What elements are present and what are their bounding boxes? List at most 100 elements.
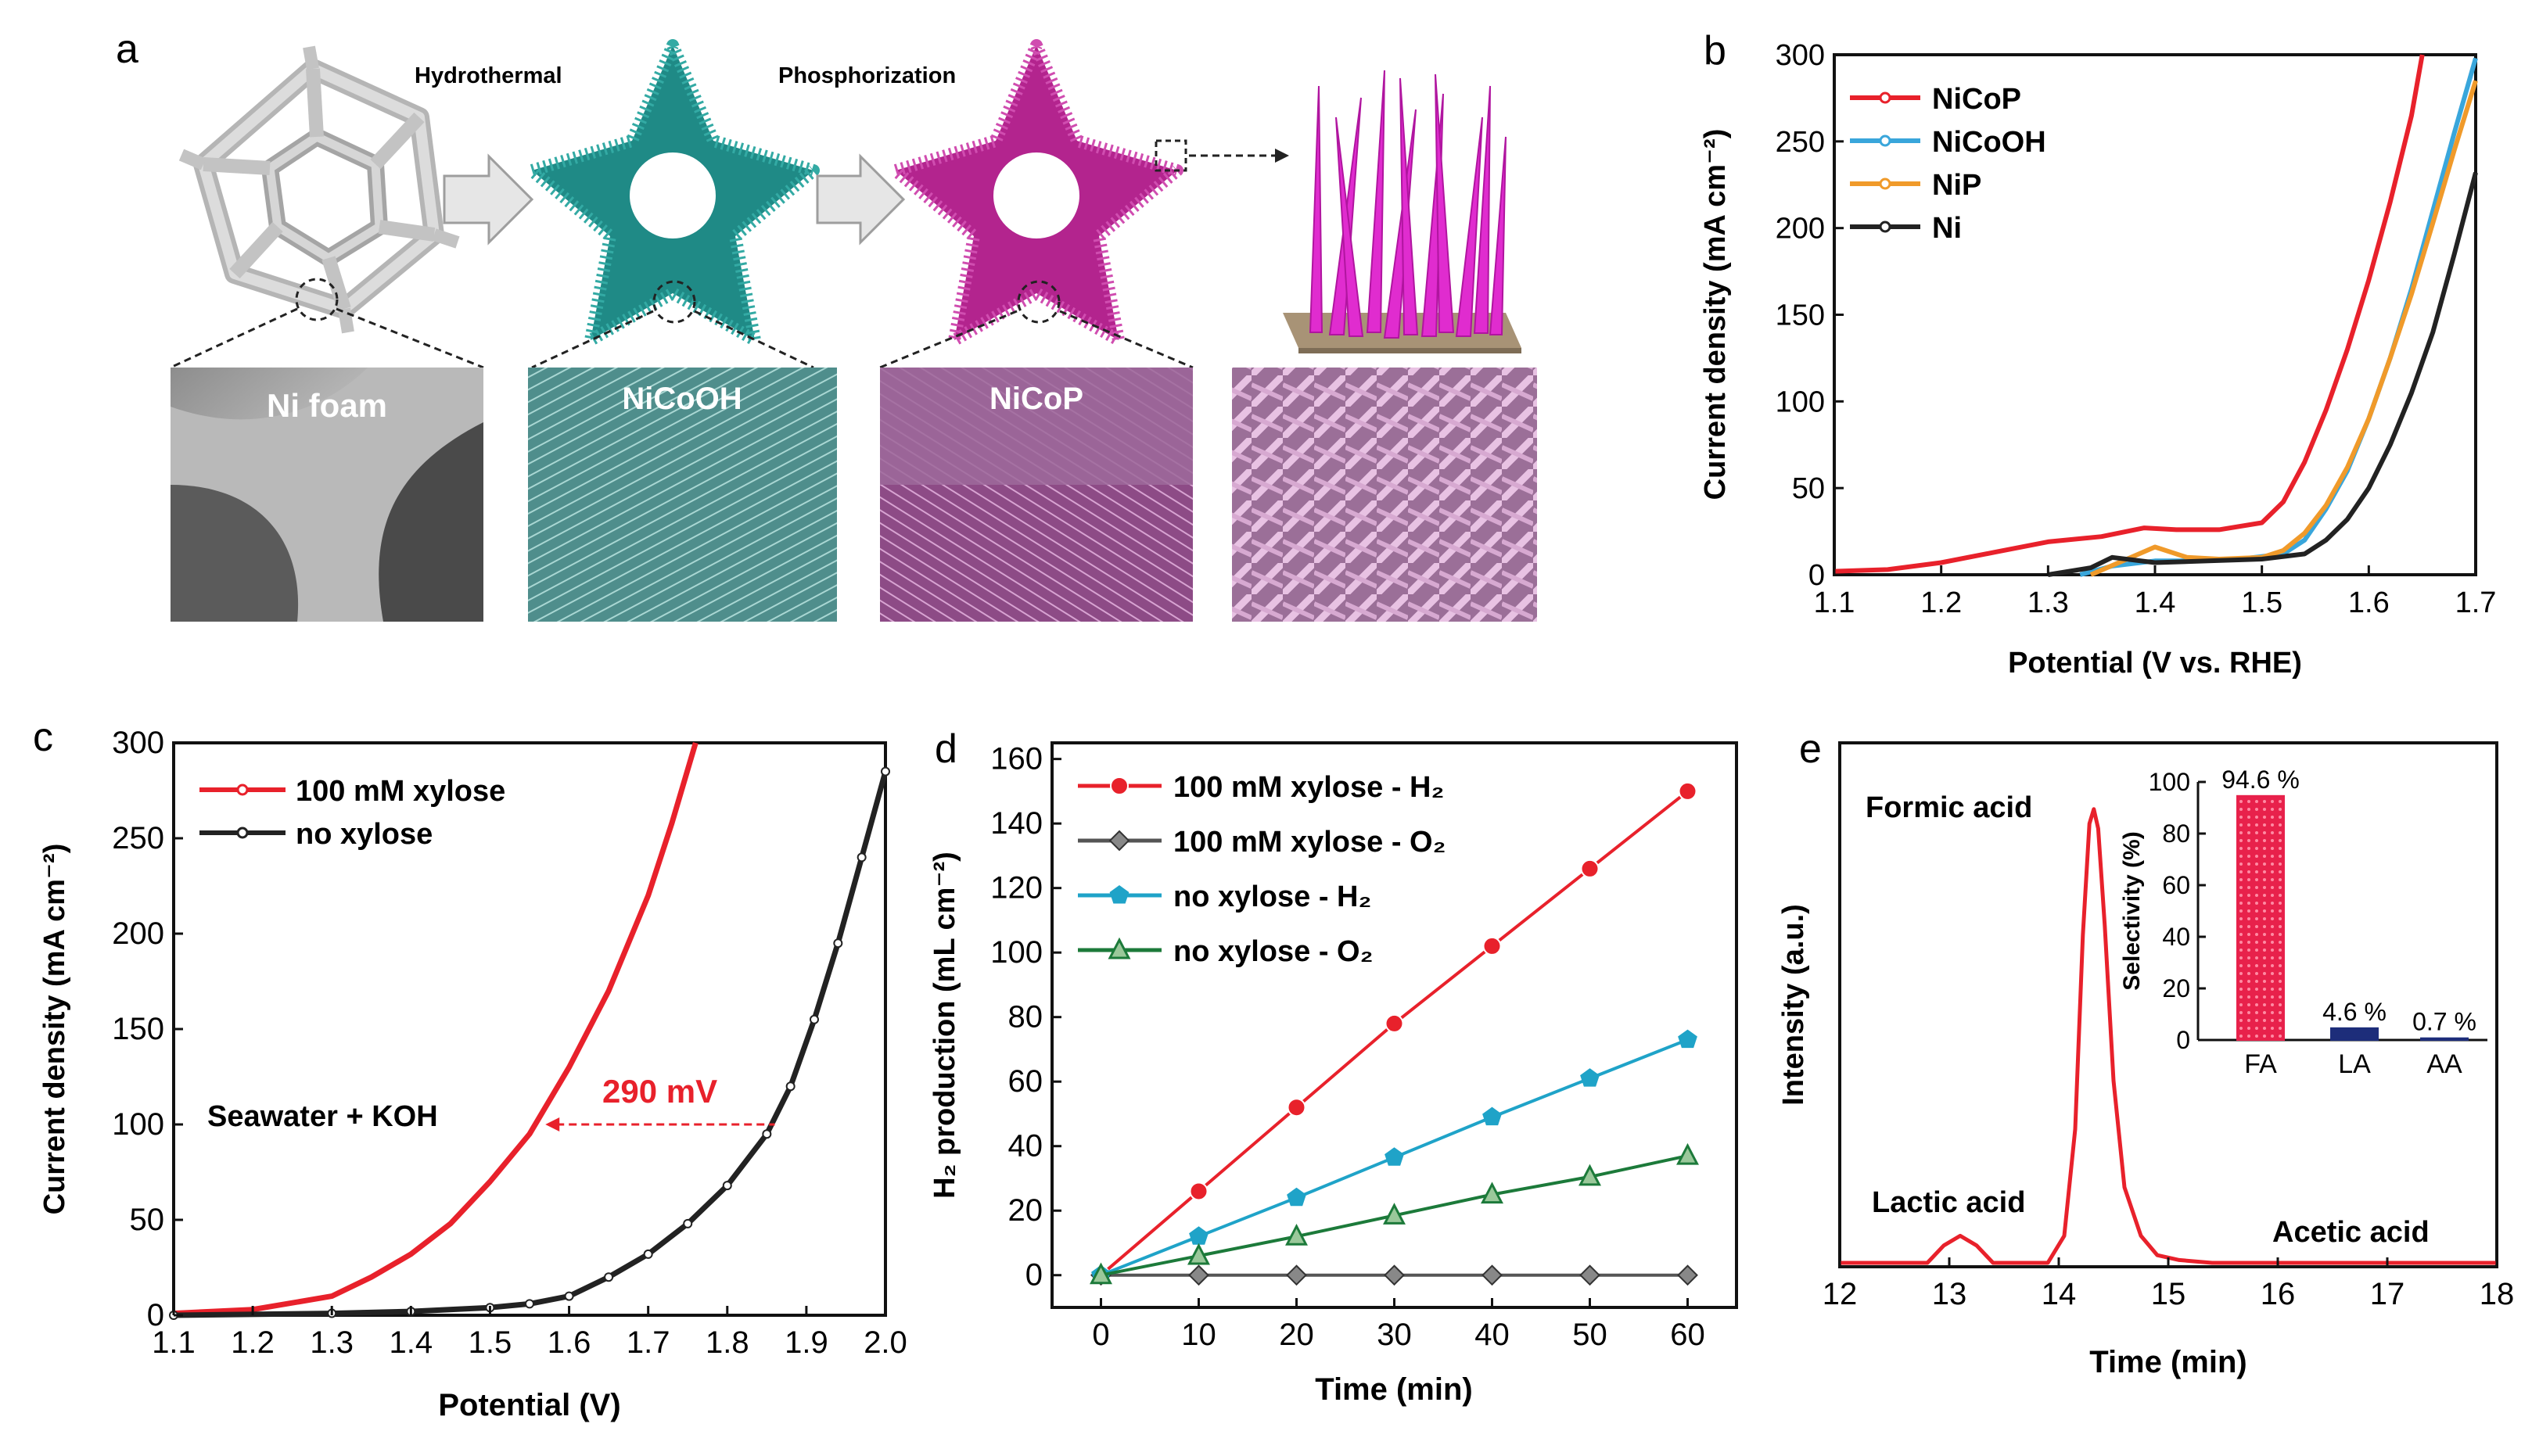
y-tick-label: 150 (112, 1012, 164, 1046)
inset-bar-value-label: 4.6 % (2322, 998, 2387, 1026)
x-tick-label: 1.5 (469, 1325, 512, 1360)
legend-marker (1879, 178, 1891, 190)
legend-marker (1109, 885, 1130, 904)
legend-label: NiP (1932, 169, 1981, 202)
x-axis-label-b: Potential (V vs. RHE) (2008, 647, 2302, 680)
x-axis-label-e: Time (min) (2089, 1345, 2247, 1379)
data-point (1481, 1182, 1503, 1204)
y-tick-label: 300 (112, 726, 164, 760)
zoom-line (170, 307, 298, 369)
y-tick-label: 0 (147, 1298, 164, 1332)
y-tick-label: 100 (1776, 386, 1825, 418)
y-tick-label: 50 (130, 1203, 165, 1237)
x-tick-label: 50 (1572, 1318, 1607, 1352)
peak-label-acetic: Acetic acid (2272, 1216, 2430, 1249)
y-tick-label: 160 (990, 742, 1043, 776)
inset-y-tick-label: 40 (2162, 923, 2190, 951)
panel-c-lsv: c 1.1 1.2 1.3 1.4 1.5 1.6 1.7 1.8 1.9 2.0 0 50 100 1… (33, 715, 907, 1422)
legend-marker (1108, 830, 1130, 852)
data-point (1385, 1147, 1404, 1166)
data-point (643, 1249, 653, 1259)
inset-y-tick-label: 20 (2162, 974, 2190, 1002)
legend-label: no xylose - O₂ (1173, 935, 1374, 968)
data-point (1286, 1264, 1307, 1286)
peak-label-formic: Formic acid (1866, 791, 2032, 824)
data-point (1189, 1182, 1209, 1201)
x-ticks-c: 1.1 1.2 1.3 1.4 1.5 1.6 1.7 1.8 1.9 2.0 (152, 1306, 907, 1360)
data-point (762, 1129, 772, 1139)
panel-a-schematic: a Hydrothermal (116, 27, 1537, 622)
x-ticks-d: 0 10 20 30 40 50 60 (1092, 1298, 1705, 1352)
process-arrow-icon (443, 153, 534, 246)
y-tick-label: 250 (112, 821, 164, 855)
x-tick-label: 1.9 (785, 1325, 828, 1360)
process-arrow-icon (816, 153, 906, 246)
x-tick-label: 1.8 (706, 1325, 749, 1360)
x-tick-label: 0 (1092, 1318, 1109, 1352)
ni-foam-cage-icon (178, 45, 460, 334)
series-line-nicooh (2079, 57, 2478, 577)
x-tick-label: 14 (2042, 1277, 2077, 1311)
annotation-c (545, 1117, 775, 1131)
x-tick-label: 60 (1670, 1318, 1705, 1352)
panel-letter-d: d (935, 726, 957, 772)
legend-marker (1110, 776, 1129, 795)
data-point (564, 1291, 574, 1301)
x-axis-label-d: Time (min) (1315, 1372, 1473, 1407)
phosphorization-label: Phosphorization (778, 63, 956, 88)
data-point (1482, 936, 1502, 956)
inset-bar-value-label: 94.6 % (2221, 766, 2300, 794)
y-tick-label: 250 (1776, 126, 1825, 159)
panel-letter-c: c (33, 715, 53, 760)
sem-image-nicop-zoom (1232, 368, 1537, 622)
sem-image-nicooh: NiCoOH (528, 368, 837, 622)
y-axis-label-b: Current density (mA cm⁻²) (1699, 129, 1732, 500)
annotation-290mv: 290 mV (602, 1073, 717, 1110)
y-tick-label: 40 (1008, 1129, 1043, 1164)
x-tick-label: 1.7 (2455, 586, 2497, 619)
x-tick-label: 17 (2370, 1277, 2405, 1311)
legend-marker (236, 827, 249, 839)
chromatogram-line (1840, 807, 2497, 1265)
zoom-line (1059, 310, 1194, 369)
series-line-nip (2089, 80, 2478, 577)
y-tick-label: 0 (1025, 1258, 1043, 1293)
series-group-c (169, 742, 890, 1320)
x-tick-label: 1.6 (548, 1325, 591, 1360)
legend-marker (236, 784, 249, 796)
data-point (1385, 1013, 1404, 1033)
sem-label-nicooh: NiCoOH (622, 382, 742, 416)
annotation-seawater: Seawater + KOH (207, 1100, 438, 1133)
data-point (1189, 1226, 1209, 1245)
inset-x-tick-label: AA (2426, 1049, 2462, 1079)
x-tick-label: 10 (1181, 1318, 1216, 1352)
inset-y-tick-label: 80 (2162, 819, 2190, 848)
sem-label-nicop: NiCoP (989, 382, 1083, 416)
x-tick-label: 1.1 (152, 1325, 196, 1360)
legend-label: Ni (1932, 212, 1962, 245)
legend-label: 100 mM xylose (296, 775, 505, 808)
series-line-xylose (173, 742, 699, 1317)
legend-label: 100 mM xylose - H₂ (1173, 771, 1444, 804)
data-point (1677, 1264, 1698, 1286)
nicop-foam-hole (993, 152, 1079, 238)
x-ticks-b: 1.1 1.2 1.3 1.4 1.5 1.6 1.7 (1814, 565, 2497, 619)
x-tick-label: 1.1 (1814, 586, 1855, 619)
data-point (833, 938, 843, 949)
inset-bar-value-label: 0.7 % (2412, 1008, 2476, 1036)
data-point (1384, 1264, 1405, 1286)
data-point (1187, 1243, 1210, 1265)
inset-bar-aa (2420, 1037, 2469, 1041)
legend-marker (1879, 91, 1891, 104)
x-axis-label-c: Potential (V) (438, 1388, 620, 1422)
y-tick-label: 300 (1776, 39, 1825, 72)
legend-label: NiCoOH (1932, 126, 2046, 159)
y-tick-label: 200 (1776, 213, 1825, 246)
data-point (1188, 1264, 1209, 1286)
legend-marker (1108, 937, 1131, 959)
panel-letter-a: a (116, 27, 138, 72)
legend-marker (1879, 221, 1891, 233)
panel-letter-b: b (1704, 28, 1726, 74)
inset-bar-fa (2236, 794, 2285, 1041)
panel-d-production: d 0 10 20 30 40 50 60 0 20 40 60 80 100 120 140 160 Ti… (928, 726, 1738, 1407)
